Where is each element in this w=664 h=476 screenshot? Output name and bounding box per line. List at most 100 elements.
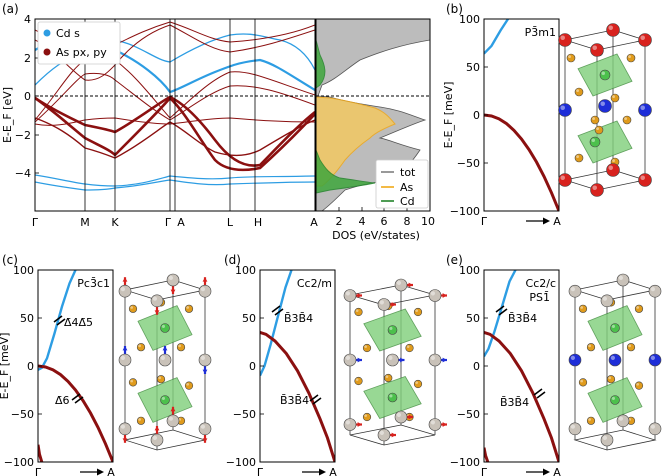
atom-highlight (161, 324, 165, 328)
xstart-label: Γ (481, 215, 488, 228)
atom-highlight (388, 355, 393, 360)
atom-highlight (364, 345, 367, 348)
atom-highlight (200, 355, 205, 360)
atom (610, 93, 620, 103)
atom (648, 284, 662, 298)
ylabel-a: E-E_F [eV] (1, 87, 14, 143)
atom (198, 422, 212, 436)
atom (118, 284, 132, 298)
spacegroup-b: P3̄m1 (525, 26, 556, 39)
atom-highlight (640, 105, 645, 110)
ytick-label: 0 (249, 360, 256, 373)
atom (590, 43, 604, 57)
ytick-label: −4 (15, 167, 31, 180)
series-as-line (484, 113, 559, 211)
atom-highlight (636, 382, 639, 386)
displacement-arrowhead (162, 346, 168, 351)
xticks-dos: 2 4 6 8 10 (336, 207, 435, 228)
atom-highlight (612, 95, 615, 98)
displacement-arrowhead (122, 277, 128, 282)
xstart-label: Γ (257, 466, 264, 476)
atom (362, 412, 372, 422)
ytick-label: −50 (11, 408, 34, 421)
xend-label: A (107, 466, 115, 476)
polyhedron (577, 120, 633, 164)
atom (377, 298, 391, 311)
legend-label-tot: tot (400, 166, 416, 179)
atom (616, 414, 630, 428)
atom-highlight (628, 344, 631, 348)
atom-highlight (355, 309, 359, 312)
atom (394, 278, 408, 292)
kpoint-label: Γ (165, 216, 172, 229)
ytick-label: −100 (4, 456, 34, 469)
ytick-label: 0 (473, 109, 480, 122)
atom-highlight (345, 420, 350, 425)
atom (198, 353, 212, 367)
atom-highlight (560, 105, 565, 110)
series-as-line (484, 330, 559, 462)
atom (634, 304, 644, 313)
displacement-arrowhead (442, 422, 447, 427)
atom (600, 433, 614, 447)
atom-highlight (636, 306, 639, 309)
atom-highlight (379, 430, 384, 435)
atom (574, 153, 584, 163)
atom (428, 418, 442, 431)
crossing-marks-c (53, 315, 84, 404)
ytick-label: 0 (473, 360, 480, 373)
displacement-arrowhead (408, 414, 413, 420)
displacement-arrowhead (154, 310, 160, 315)
atom-highlight (570, 355, 575, 360)
atom-highlight (568, 55, 571, 58)
as-band (35, 117, 315, 126)
series-as-lower-line (484, 447, 490, 462)
annotation-e-upper: B̄3B̄4 (508, 312, 537, 325)
atom (377, 428, 391, 442)
atom (160, 323, 170, 333)
annotation-c-lower: Δ̄6 (55, 394, 70, 407)
xtick-label: 4 (359, 215, 366, 228)
atom-highlight (200, 287, 205, 292)
atom-highlight (591, 138, 595, 142)
legend-label-cd-dos: Cd (400, 195, 415, 208)
atom-highlight (570, 287, 575, 292)
atom-highlight (130, 379, 133, 383)
atom-highlight (160, 355, 165, 360)
ytick-label: 4 (24, 13, 31, 26)
atom-highlight (130, 306, 133, 309)
crystal-structure-d (343, 278, 447, 446)
atom (638, 173, 652, 187)
dos-cd (316, 39, 376, 194)
annotation-c-upper: Δ̄4Δ̄5 (64, 316, 93, 329)
ytick-label: 50 (20, 312, 34, 325)
atom (176, 343, 186, 352)
atom (428, 353, 442, 367)
atom-highlight (379, 300, 384, 305)
atom-highlight (580, 306, 583, 309)
arrow-head (97, 468, 104, 476)
atom-highlight (588, 344, 591, 348)
panel-label-b: (b) (446, 2, 463, 16)
ytick-label: 50 (242, 312, 256, 325)
atom (128, 378, 138, 387)
atom-highlight (608, 165, 613, 171)
panel-dos: 2 4 6 8 10 DOS (eV/states) tot As Cd (315, 18, 435, 242)
atom (599, 69, 611, 81)
panel-e: (e) Cc2/c PS1̄ B̄3B̄4 B̄3B̄4 (446, 253, 560, 463)
atom (387, 392, 398, 403)
crystal-structure-c (118, 273, 212, 451)
series-as-lower-line (38, 444, 44, 462)
atom (574, 87, 584, 97)
atom (343, 418, 357, 431)
displacement-arrowhead (400, 357, 405, 363)
atom-highlight (138, 418, 141, 421)
kpoint-label: L (227, 216, 234, 229)
xtick-label: 2 (336, 215, 343, 228)
series-cd-line (484, 270, 517, 358)
displacement-arrowhead (391, 432, 396, 438)
panel-label-e: (e) (446, 253, 463, 267)
panel-a: (a) E-E_F [eV] (1, 2, 318, 229)
axes-a (34, 18, 316, 212)
